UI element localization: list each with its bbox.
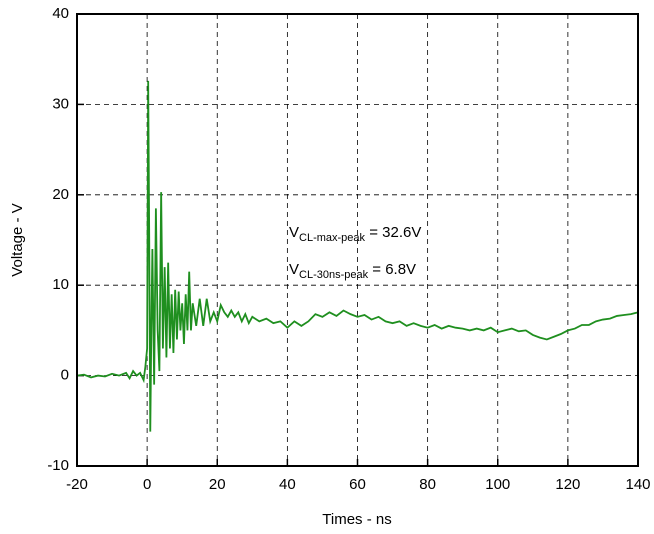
y-tick-label: 30 (52, 95, 69, 112)
x-tick-label: 40 (279, 476, 296, 493)
annotation-sub: CL-max-peak (299, 232, 366, 244)
x-tick-label: 20 (209, 476, 226, 493)
y-tick-label: 40 (52, 5, 69, 22)
plot-frame (76, 13, 639, 467)
annotation: VCL-30ns-peak = 6.8V (289, 261, 416, 281)
annotation-rest: = 6.8V (368, 261, 416, 278)
data-line (76, 80, 639, 432)
x-tick-label: -20 (66, 476, 88, 493)
annotation-main: V (289, 261, 299, 278)
y-axis-label: Voltage - V (9, 203, 26, 276)
annotation-sub: CL-30ns-peak (299, 269, 369, 281)
y-tick-label: 0 (61, 367, 69, 384)
y-tick-label: 20 (52, 186, 69, 203)
x-tick-label: 140 (625, 476, 650, 493)
x-tick-label: 120 (555, 476, 580, 493)
y-tick-label: 10 (52, 276, 69, 293)
annotation: VCL-max-peak = 32.6V (289, 224, 421, 244)
x-axis-label: Times - ns (322, 511, 391, 528)
x-tick-label: 60 (349, 476, 366, 493)
x-tick-label: 80 (419, 476, 436, 493)
annotation-main: V (289, 224, 299, 241)
x-tick-label: 0 (143, 476, 151, 493)
y-tick-label: -10 (47, 457, 69, 474)
x-tick-label: 100 (485, 476, 510, 493)
annotation-rest: = 32.6V (365, 224, 421, 241)
